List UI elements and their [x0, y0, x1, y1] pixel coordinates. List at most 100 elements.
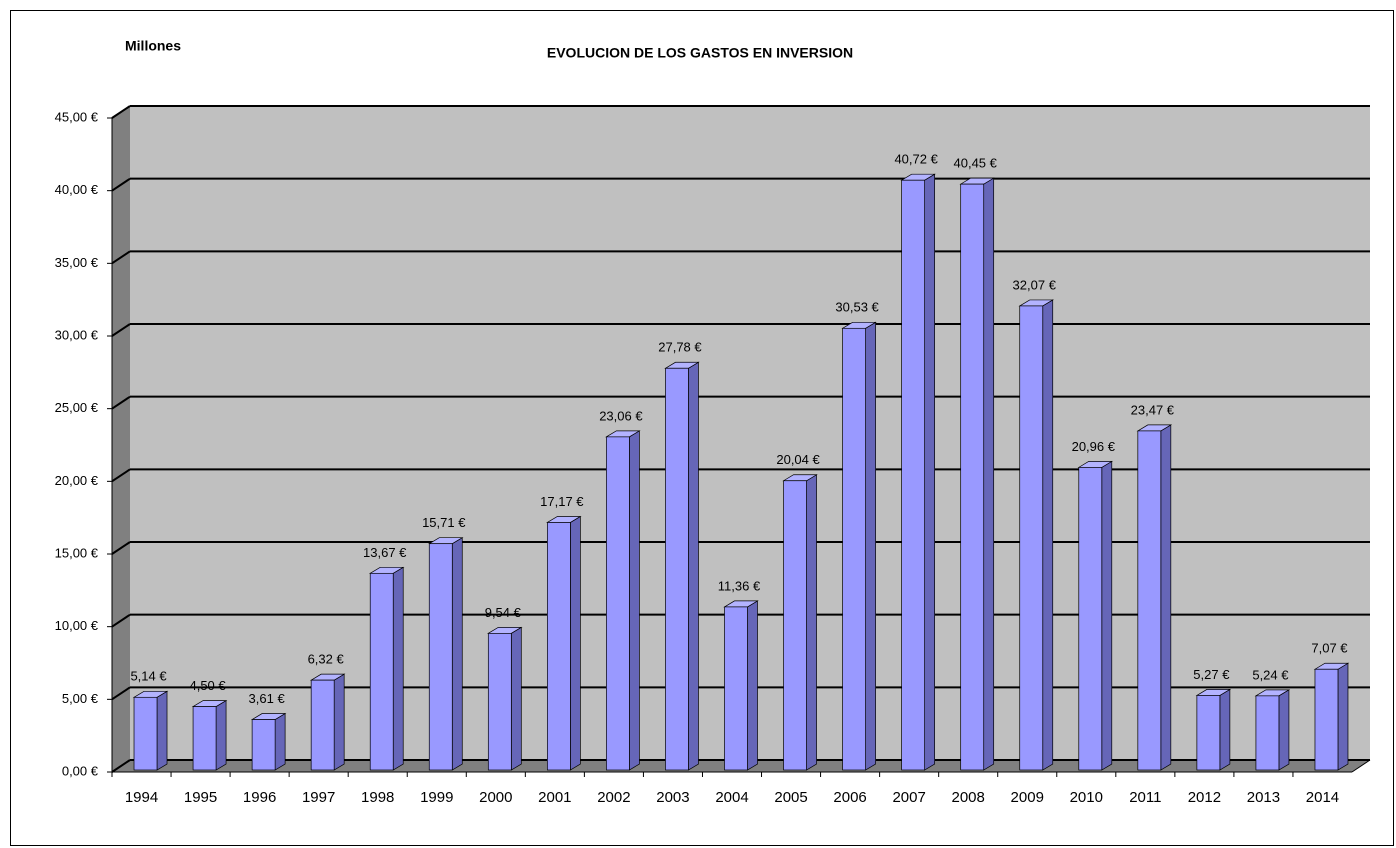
value-label: 27,78 € — [658, 340, 702, 355]
bar — [842, 327, 866, 771]
bar-side — [688, 361, 699, 771]
grid-line-side — [111, 541, 131, 555]
grid-line-side — [111, 323, 131, 337]
value-label: 11,36 € — [718, 578, 761, 593]
chart-title: EVOLUCION DE LOS GASTOS EN INVERSION — [547, 45, 853, 61]
x-tick-label: 2001 — [538, 789, 571, 806]
x-tick-label: 2003 — [656, 789, 689, 806]
bar-side — [1219, 688, 1231, 771]
bar-side — [924, 173, 935, 771]
bar — [310, 679, 335, 771]
bar — [1196, 695, 1221, 771]
bar-side — [865, 321, 876, 771]
y-tick-label: 45,00 € — [55, 109, 99, 124]
bar-side — [451, 537, 463, 771]
x-tick-label: 2008 — [952, 789, 985, 806]
x-tick-label: 2005 — [774, 789, 807, 806]
value-label: 40,72 € — [894, 152, 938, 167]
x-tick-label: 1998 — [361, 789, 394, 806]
x-tick-label: 2013 — [1247, 789, 1280, 806]
x-tick-label: 2007 — [892, 789, 925, 806]
grid-line-side — [111, 759, 131, 773]
x-tick-label: 1995 — [184, 789, 217, 806]
bar-side — [510, 626, 522, 771]
value-label: 5,24 € — [1252, 667, 1289, 682]
grid-line-side — [111, 613, 131, 628]
x-axis-depth — [1351, 759, 1371, 773]
y-tick-label: 20,00 € — [55, 473, 99, 488]
x-tick-label: 2000 — [479, 789, 512, 806]
side-wall — [112, 106, 130, 772]
x-tick-label: 1994 — [125, 789, 158, 806]
bar-side — [215, 699, 227, 771]
y-tick-label: 25,00 € — [55, 400, 99, 415]
grid-line-side — [111, 250, 131, 265]
y-tick-label: 0,00 € — [62, 763, 99, 778]
value-label: 23,47 € — [1131, 402, 1175, 417]
value-label: 5,27 € — [1193, 667, 1230, 682]
bar-side — [629, 430, 640, 771]
value-label: 3,61 € — [249, 691, 286, 706]
x-tick-label: 2014 — [1306, 789, 1339, 806]
bar-side — [806, 474, 817, 771]
value-label: 40,45 € — [954, 156, 998, 171]
value-label: 4,50 € — [189, 678, 226, 693]
bar — [428, 543, 453, 771]
y-tick-label: 40,00 € — [55, 182, 99, 197]
bar — [192, 706, 217, 771]
grid-line-side — [111, 395, 131, 410]
bar-side — [1278, 689, 1290, 771]
value-label: 20,04 € — [776, 452, 820, 467]
x-tick-label: 2009 — [1011, 789, 1044, 806]
grid-line-side — [111, 177, 131, 192]
x-tick-label: 2011 — [1129, 789, 1161, 806]
y-tick-label: 15,00 € — [55, 545, 99, 560]
bar-side — [274, 712, 286, 771]
value-label: 32,07 € — [1013, 277, 1057, 292]
bar-side — [1101, 460, 1113, 771]
bar — [783, 480, 807, 771]
value-label: 6,32 € — [308, 652, 345, 667]
grid-line-side — [111, 105, 131, 119]
bar — [1019, 305, 1044, 771]
x-tick-label: 1999 — [420, 789, 453, 806]
bar-side — [983, 177, 995, 771]
bar — [487, 633, 512, 771]
bar-side — [1042, 299, 1054, 771]
value-label: 15,71 € — [422, 515, 466, 530]
y-axis-label: Millones — [125, 38, 181, 54]
x-tick-label: 2006 — [833, 789, 866, 806]
bar — [606, 436, 630, 771]
value-label: 17,17 € — [540, 494, 584, 509]
x-tick-label: 2012 — [1188, 789, 1221, 806]
bar-side — [747, 600, 758, 771]
x-tick-label: 1996 — [243, 789, 276, 806]
bar-side — [1337, 662, 1349, 771]
y-tick-label: 10,00 € — [55, 618, 99, 633]
y-tick-label: 5,00 € — [62, 691, 99, 706]
bar — [1255, 695, 1280, 771]
grid-line-side — [111, 468, 131, 483]
bar-side — [333, 673, 345, 771]
y-tick-label: 35,00 € — [55, 255, 99, 270]
value-label: 23,06 € — [599, 408, 643, 423]
bar-side — [570, 515, 581, 771]
bar-side — [392, 566, 404, 771]
grid-line-side — [111, 686, 131, 701]
bar — [960, 183, 985, 771]
value-label: 7,07 € — [1311, 641, 1348, 656]
value-label: 9,54 € — [485, 605, 522, 620]
value-label: 20,96 € — [1072, 439, 1116, 454]
value-label: 5,14 € — [130, 669, 167, 684]
value-label: 30,53 € — [835, 300, 879, 315]
bar — [1314, 668, 1339, 771]
bar — [369, 572, 394, 771]
y-tick-label: 30,00 € — [55, 327, 99, 342]
bar-side — [156, 690, 168, 771]
bar — [724, 606, 748, 771]
x-tick-label: 1997 — [302, 789, 335, 806]
bar — [251, 719, 276, 771]
x-tick-label: 2004 — [715, 789, 748, 806]
bar-side — [1160, 424, 1172, 771]
